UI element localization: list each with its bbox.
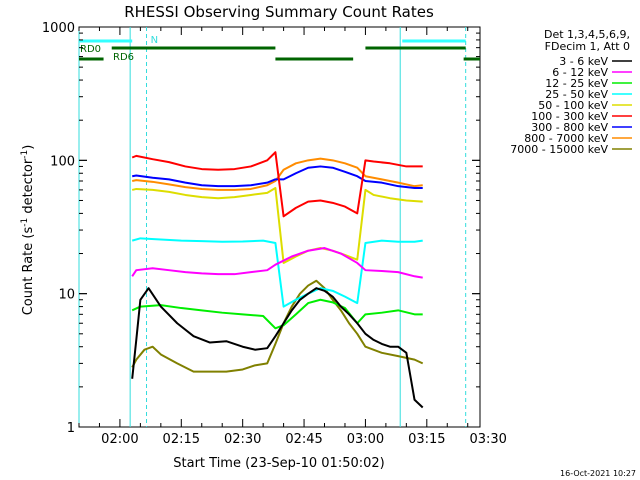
series-line [131, 151, 423, 218]
y-tick-label: 100 [50, 154, 75, 169]
rate-label-rd6: RD6 [113, 52, 134, 63]
legend-entry-label: 800 - 7000 keV [524, 132, 608, 145]
series-line [131, 237, 423, 308]
y-tick-label: 1 [67, 421, 75, 436]
legend: Det 1,3,4,5,6,9,FDecim 1, Att 0 3 - 6 keV… [510, 28, 632, 156]
legend-entry-label: 25 - 50 keV [545, 88, 608, 101]
legend-entry-label: 3 - 6 keV [559, 55, 608, 68]
y-axis-label: Count Rate (s-1 detector-1) [20, 145, 36, 316]
x-tick-label: 02:00 [101, 432, 138, 447]
x-tick-label: 03:00 [347, 432, 384, 447]
series-line [131, 287, 424, 409]
x-tick-label: 02:15 [163, 432, 200, 447]
legend-header: Det 1,3,4,5,6,9, [544, 28, 630, 41]
legend-entry-label: 7000 - 15000 keV [510, 143, 608, 156]
y-tick-label: 10 [58, 288, 75, 303]
legend-entry-label: 100 - 300 keV [531, 110, 608, 123]
series-line [131, 187, 423, 264]
series-line [131, 298, 423, 330]
x-tick-label: 03:30 [469, 432, 506, 447]
x-tick-label: 02:30 [224, 432, 261, 447]
x-tick-label: 03:15 [408, 432, 445, 447]
series-line [131, 247, 423, 279]
legend-entry-label: 50 - 100 keV [538, 99, 608, 112]
chart-title: RHESSI Observing Summary Count Rates [124, 3, 434, 21]
y-tick-label: 1000 [42, 21, 75, 36]
legend-entry-label: 300 - 800 keV [531, 121, 608, 134]
rate-label-rd0: RD0 [80, 44, 101, 55]
x-tick-label: 02:45 [285, 432, 322, 447]
attenuator-state-label: N [151, 35, 158, 46]
series-layer [131, 151, 424, 409]
x-axis-label: Start Time (23-Sep-10 01:50:02) [173, 456, 384, 471]
series-line [131, 279, 424, 373]
axis-ticks: 1 10 100 1000 02:00 02:15 02:30 02:45 03:00 03:15… [42, 21, 507, 447]
series-line [132, 165, 423, 190]
series-line [131, 157, 423, 191]
footer-date: 16-Oct-2021 10:27 [560, 469, 636, 478]
legend-header: FDecim 1, Att 0 [545, 40, 630, 53]
legend-entry-label: 12 - 25 keV [545, 77, 608, 90]
annotation-layer: N RD0 RD6 [78, 27, 480, 427]
legend-entry-label: 6 - 12 keV [552, 66, 608, 79]
